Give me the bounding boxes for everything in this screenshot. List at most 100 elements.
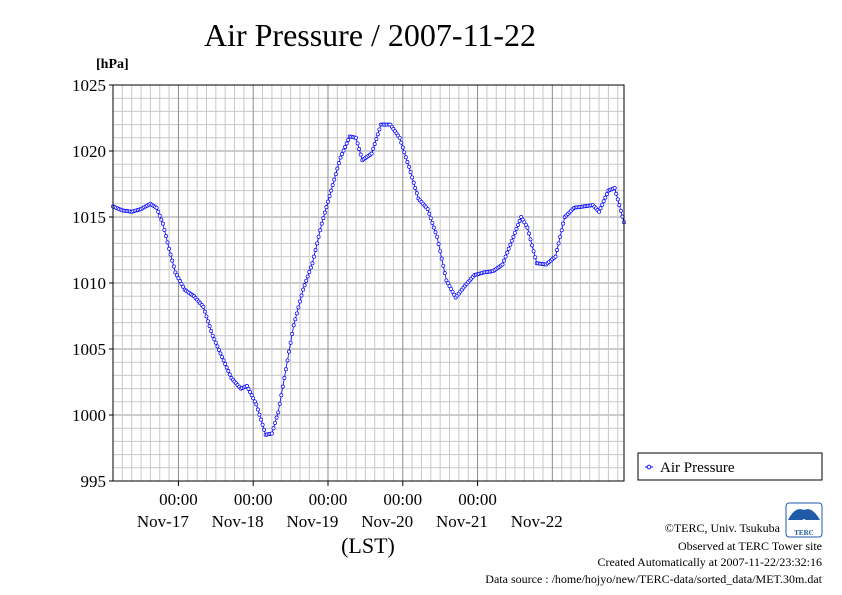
data-point	[597, 209, 602, 214]
data-point	[372, 142, 377, 146]
data-point	[304, 278, 309, 283]
data-point	[333, 172, 338, 177]
data-point	[330, 183, 335, 188]
data-point	[530, 243, 535, 248]
data-point	[290, 332, 295, 336]
data-point	[305, 274, 310, 279]
data-point	[301, 287, 306, 292]
x-tick-time-label: 00:00	[234, 490, 273, 509]
data-point	[223, 362, 228, 366]
data-point	[559, 228, 564, 233]
data-point	[285, 358, 290, 363]
data-point	[210, 333, 215, 338]
data-point	[288, 340, 293, 345]
data-point	[407, 164, 411, 169]
data-point	[252, 399, 257, 404]
data-point	[249, 393, 254, 398]
data-point	[245, 384, 249, 388]
data-point	[614, 191, 619, 196]
data-point	[255, 407, 260, 412]
data-point	[561, 221, 566, 226]
data-point	[377, 127, 382, 132]
legend-marker	[646, 464, 652, 470]
data-point	[344, 141, 349, 146]
data-point	[511, 234, 516, 239]
data-point	[555, 248, 559, 252]
data-point	[207, 324, 212, 329]
data-point	[408, 170, 413, 175]
x-axis-label: (LST)	[341, 533, 395, 558]
data-point	[336, 161, 341, 166]
data-point	[259, 417, 263, 422]
data-point	[296, 305, 301, 310]
y-axis-unit: [hPa]	[96, 57, 129, 72]
data-point	[439, 256, 444, 261]
x-tick-time-label: 00:00	[458, 490, 497, 509]
logo-drop-shape	[800, 519, 808, 530]
data-point	[277, 401, 282, 406]
data-point	[316, 234, 321, 239]
data-point	[209, 329, 214, 333]
data-point	[329, 188, 334, 193]
data-point	[293, 317, 298, 322]
data-point	[354, 135, 358, 140]
data-point	[425, 207, 430, 212]
data-point	[269, 431, 274, 436]
data-point	[516, 222, 521, 227]
data-point	[603, 195, 608, 200]
data-point	[226, 369, 231, 373]
data-point	[315, 241, 320, 246]
data-point	[273, 420, 277, 425]
data-point	[321, 216, 326, 221]
data-point	[600, 202, 605, 207]
data-point	[322, 210, 327, 215]
data-point	[442, 271, 447, 276]
data-point	[154, 205, 159, 210]
footer-created: Created Automatically at 2007-11-22/23:3…	[597, 555, 822, 569]
data-point	[506, 246, 511, 251]
data-point	[227, 372, 232, 377]
data-point	[335, 166, 340, 171]
data-point	[206, 319, 210, 324]
data-point	[441, 263, 446, 268]
x-axis: 00:00 00:00 00:00 00:00 00:00 Nov-17 Nov-18 Nov…	[137, 481, 563, 531]
data-point	[413, 186, 418, 190]
data-point	[276, 410, 281, 415]
data-point	[446, 281, 450, 286]
data-point	[431, 225, 436, 230]
data-point	[340, 152, 344, 157]
data-point	[514, 226, 519, 231]
data-point	[260, 422, 265, 427]
y-axis: 995 1000 1005 1010 1015 1020 1025	[72, 76, 113, 491]
data-point	[162, 227, 167, 232]
data-point	[358, 152, 363, 157]
data-point	[176, 276, 181, 281]
logo-wave-shape	[788, 509, 820, 520]
data-point	[220, 354, 225, 359]
data-point	[556, 241, 561, 246]
data-point	[168, 252, 173, 257]
footer-source: Data source : /home/hojyo/new/TERC-data/…	[485, 572, 822, 586]
data-point	[308, 265, 313, 270]
grid	[113, 85, 624, 481]
data-point	[503, 254, 508, 259]
data-point	[371, 146, 376, 151]
y-tick-label: 1020	[72, 142, 106, 161]
data-point	[438, 249, 443, 254]
data-point	[531, 249, 536, 254]
data-point	[447, 284, 452, 289]
data-point	[262, 427, 267, 432]
data-point	[502, 258, 506, 263]
data-point	[157, 213, 162, 218]
data-point	[248, 390, 253, 395]
x-day-label: Nov-20	[361, 512, 413, 531]
data-point	[450, 289, 455, 294]
data-point	[181, 284, 186, 289]
data-point	[156, 209, 161, 214]
data-point	[179, 281, 184, 286]
legend-box	[637, 452, 823, 481]
data-point	[201, 304, 206, 309]
x-day-label: Nov-21	[436, 512, 488, 531]
data-point	[257, 412, 262, 417]
